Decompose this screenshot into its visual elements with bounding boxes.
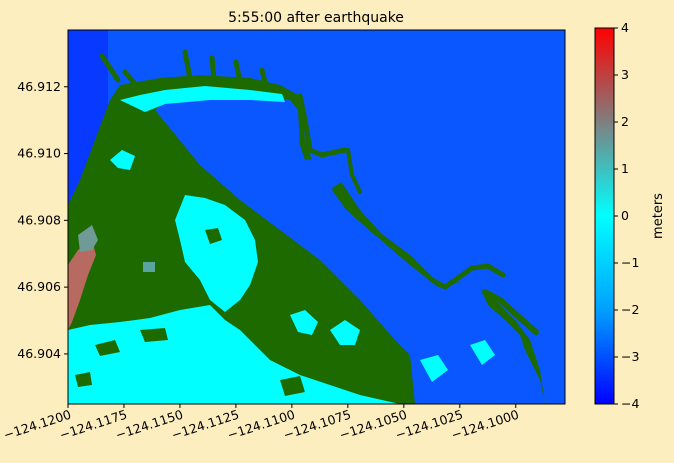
colorbar-label: meters (651, 193, 666, 239)
colorbar-tick-label: −1 (621, 255, 639, 270)
pier-arm (482, 289, 539, 335)
grey-patch (143, 262, 155, 272)
south-jetty (332, 187, 506, 290)
bay-water (300, 30, 565, 404)
land-patch-6 (350, 365, 380, 388)
colorbar-gradient (594, 27, 615, 405)
flood-zone-east (330, 320, 360, 345)
colorbar-tick-label: −4 (621, 396, 639, 411)
y-tick-label: 46.904 (17, 346, 61, 361)
colorbar-tick-label: 2 (621, 114, 629, 129)
jetties (99, 49, 539, 335)
colorbar-tick-label: −3 (621, 349, 639, 364)
flood-zone-north (120, 86, 285, 112)
land-patch-2 (140, 328, 168, 342)
plot-area (68, 30, 565, 404)
colorbar-ticks: 4 3 2 1 0 −1 −2 −3 −4 (614, 20, 639, 411)
colorbar-tick-label: −2 (621, 302, 639, 317)
flood-zone-central (175, 195, 258, 312)
colorbar: 4 3 2 1 0 −1 −2 −3 −4 meters (594, 20, 666, 411)
colorbar-tick-label: 0 (621, 208, 629, 223)
colorbar-tick-label: 4 (621, 20, 629, 35)
chart-title: 5:55:00 after earthquake (228, 10, 404, 26)
y-tick-label: 46.912 (17, 79, 61, 94)
y-axis: 46.904 46.906 46.908 46.910 46.912 (17, 79, 68, 361)
y-tick-label: 46.910 (17, 146, 61, 161)
plot-frame (67, 29, 566, 405)
grey-wave-strip (78, 225, 98, 252)
y-tick-label: 46.908 (17, 212, 61, 227)
land-patch-5 (75, 372, 92, 387)
flood-zone-marsh (290, 310, 318, 335)
land-patches (75, 228, 380, 396)
jetty-spur (346, 148, 362, 194)
flood-zone-south (420, 355, 448, 382)
harbor-water (155, 98, 545, 404)
high-wave-strip (68, 240, 96, 330)
land-patch-1 (95, 340, 120, 356)
north-jetty (297, 93, 348, 158)
land-patch-3 (280, 376, 305, 396)
land-patch-4 (205, 228, 222, 244)
flood-zone-southeast (470, 340, 495, 365)
colorbar-tick-label: 1 (621, 161, 629, 176)
x-axis: −124.1200−124.1175−124.1150−124.1125−124… (2, 404, 521, 443)
breakwater-tips (99, 49, 269, 89)
colorbar-tick-label: 3 (621, 67, 629, 82)
y-tick-label: 46.906 (17, 279, 61, 294)
flood-zone-west (110, 150, 135, 170)
